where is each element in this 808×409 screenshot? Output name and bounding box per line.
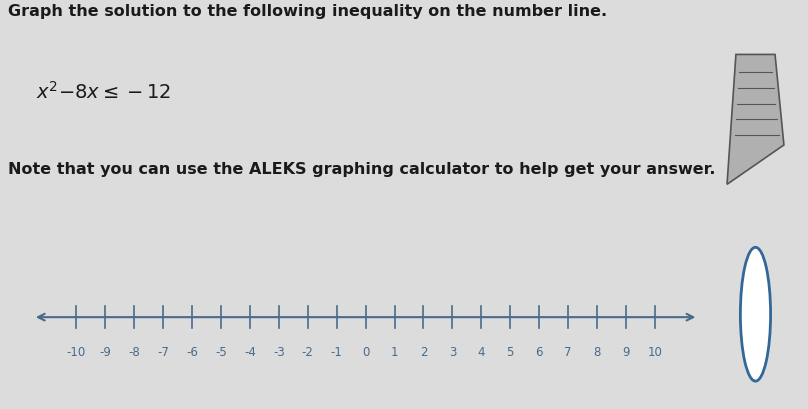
Text: -4: -4 [244,346,256,359]
Text: 5: 5 [507,346,514,359]
Text: 10: 10 [647,346,663,359]
Text: 2: 2 [419,346,427,359]
Text: $x^{2}$$-8x \leq -12$: $x^{2}$$-8x \leq -12$ [36,81,171,103]
Text: 1: 1 [391,346,398,359]
Text: -6: -6 [186,346,198,359]
Text: Graph the solution to the following inequality on the number line.: Graph the solution to the following ineq… [8,4,607,19]
Text: 8: 8 [593,346,601,359]
Text: 4: 4 [478,346,485,359]
Text: -9: -9 [99,346,112,359]
Text: -8: -8 [128,346,140,359]
Text: 6: 6 [536,346,543,359]
Text: 3: 3 [448,346,456,359]
Text: -3: -3 [273,346,284,359]
Text: -10: -10 [67,346,86,359]
Text: 7: 7 [564,346,572,359]
Text: -1: -1 [330,346,343,359]
Circle shape [740,248,771,381]
Text: -7: -7 [158,346,169,359]
Text: -2: -2 [302,346,314,359]
Text: 0: 0 [362,346,369,359]
Text: 9: 9 [622,346,629,359]
Text: Note that you can use the ALEKS graphing calculator to help get your answer.: Note that you can use the ALEKS graphing… [8,162,716,177]
Text: -5: -5 [215,346,227,359]
Polygon shape [727,55,784,185]
